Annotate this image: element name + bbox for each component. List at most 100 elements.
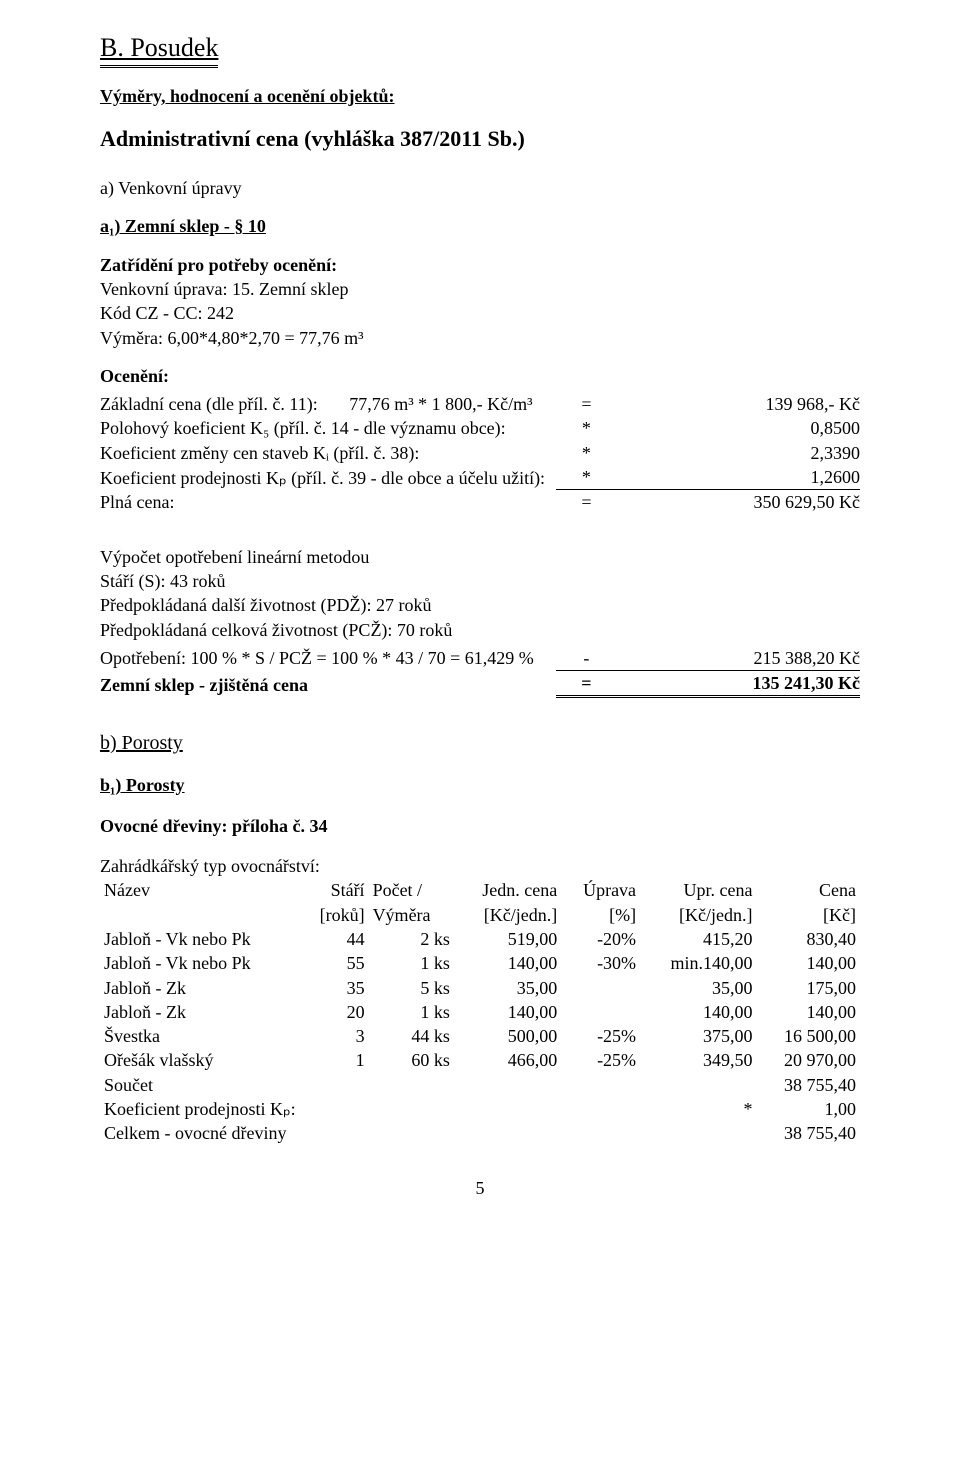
soucet-val: 38 755,40 bbox=[756, 1073, 860, 1097]
calc-val: 139 968,- Kč bbox=[617, 392, 860, 416]
cell-stari: 3 bbox=[300, 1024, 369, 1048]
th-cena2: [Kč] bbox=[756, 903, 860, 927]
cell-uprava: -20% bbox=[561, 927, 640, 951]
table-row-celkem: Celkem - ovocné dřeviny 38 755,40 bbox=[100, 1121, 860, 1145]
table-row: Ořešák vlašský160 ks466,00-25%349,5020 9… bbox=[100, 1048, 860, 1072]
opot-line: Předpokládaná další životnost (PDŽ): 27 … bbox=[100, 593, 860, 617]
calc-val: 135 241,30 Kč bbox=[617, 671, 860, 697]
cell-nazev: Jabloň - Zk bbox=[100, 1000, 300, 1024]
calc-row-final: Zemní sklep - zjištěná cena = 135 241,30… bbox=[100, 671, 860, 697]
calc-row: Koeficient prodejnosti Kₚ (příl. č. 39 -… bbox=[100, 465, 860, 490]
th-cena: Cena bbox=[756, 878, 860, 902]
cell-nazev: Ořešák vlašský bbox=[100, 1048, 300, 1072]
cell-uprava bbox=[561, 1000, 640, 1024]
th-jedn2: [Kč/jedn.] bbox=[454, 903, 561, 927]
opot-line: Předpokládaná celková životnost (PCŽ): 7… bbox=[100, 618, 860, 642]
a-label: a) Venkovní úpravy bbox=[100, 176, 860, 200]
cell-cena: 175,00 bbox=[756, 976, 860, 1000]
koef-val: 1,00 bbox=[756, 1097, 860, 1121]
cell-pocet: 2 ks bbox=[369, 927, 454, 951]
koef-op: * bbox=[640, 1097, 756, 1121]
cell-cena: 140,00 bbox=[756, 951, 860, 975]
calc-row: Opotřebení: 100 % * S / PCŽ = 100 % * 43… bbox=[100, 646, 860, 671]
cell-uprava bbox=[561, 976, 640, 1000]
cell-stari: 20 bbox=[300, 1000, 369, 1024]
b1-label: b₁) Porosty bbox=[100, 773, 860, 797]
cell-upr: 35,00 bbox=[640, 976, 756, 1000]
cell-cena: 16 500,00 bbox=[756, 1024, 860, 1048]
cell-pocet: 44 ks bbox=[369, 1024, 454, 1048]
cell-stari: 35 bbox=[300, 976, 369, 1000]
th-stari: Stáří bbox=[300, 878, 369, 902]
vymera-line: Výměra: 6,00*4,80*2,70 = 77,76 m³ bbox=[100, 326, 860, 350]
cell-pocet: 5 ks bbox=[369, 976, 454, 1000]
section-title: B. Posudek bbox=[100, 30, 218, 68]
cell-pocet: 60 ks bbox=[369, 1048, 454, 1072]
calc-row: Polohový koeficient K₅ (příl. č. 14 - dl… bbox=[100, 416, 860, 440]
celkem-val: 38 755,40 bbox=[756, 1121, 860, 1145]
admin-heading: Administrativní cena (vyhláška 387/2011 … bbox=[100, 124, 860, 154]
cell-upr: min.140,00 bbox=[640, 951, 756, 975]
calc-op: * bbox=[556, 441, 617, 465]
calc-label: Plná cena: bbox=[100, 490, 556, 515]
cell-upr: 375,00 bbox=[640, 1024, 756, 1048]
calc-op: = bbox=[556, 671, 617, 697]
th-pocet2: Výměra bbox=[369, 903, 454, 927]
th-jedn: Jedn. cena bbox=[454, 878, 561, 902]
calc-label: Opotřebení: 100 % * S / PCŽ = 100 % * 43… bbox=[100, 646, 556, 671]
cell-stari: 1 bbox=[300, 1048, 369, 1072]
calc-op: * bbox=[556, 416, 617, 440]
kod-line: Kód CZ - CC: 242 bbox=[100, 301, 860, 325]
cell-pocet: 1 ks bbox=[369, 1000, 454, 1024]
cell-pocet: 1 ks bbox=[369, 951, 454, 975]
koef-label: Koeficient prodejnosti Kₚ: bbox=[100, 1097, 640, 1121]
calc-row: Koeficient změny cen staveb Kᵢ (příl. č.… bbox=[100, 441, 860, 465]
calc-op: = bbox=[556, 490, 617, 515]
th-pocet: Počet / bbox=[369, 878, 454, 902]
calc-label: Základní cena (dle příl. č. 11): bbox=[100, 394, 318, 414]
calc-op: * bbox=[556, 465, 617, 490]
opot-line: Stáří (S): 43 roků bbox=[100, 569, 860, 593]
th-upr: Upr. cena bbox=[640, 878, 756, 902]
th-uprava: Úprava bbox=[561, 878, 640, 902]
table-header-row: Název Stáří Počet / Jedn. cena Úprava Up… bbox=[100, 878, 860, 902]
calc-val: 350 629,50 Kč bbox=[617, 490, 860, 515]
table-row: Jabloň - Zk201 ks140,00140,00140,00 bbox=[100, 1000, 860, 1024]
cell-jedn: 35,00 bbox=[454, 976, 561, 1000]
table-row-soucet: Součet 38 755,40 bbox=[100, 1073, 860, 1097]
calc-op: - bbox=[556, 646, 617, 671]
cell-stari: 44 bbox=[300, 927, 369, 951]
a1-label: a₁) Zemní sklep - § 10 bbox=[100, 214, 860, 238]
cell-uprava: -25% bbox=[561, 1024, 640, 1048]
celkem-label: Celkem - ovocné dřeviny bbox=[100, 1121, 756, 1145]
cell-upr: 140,00 bbox=[640, 1000, 756, 1024]
zahrad-line: Zahrádkářský typ ovocnářství: bbox=[100, 854, 860, 878]
dreviny-table: Název Stáří Počet / Jedn. cena Úprava Up… bbox=[100, 878, 860, 1145]
cell-jedn: 140,00 bbox=[454, 951, 561, 975]
cell-cena: 830,40 bbox=[756, 927, 860, 951]
th-uprava2: [%] bbox=[561, 903, 640, 927]
opot-heading: Výpočet opotřebení lineární metodou bbox=[100, 545, 860, 569]
cell-jedn: 466,00 bbox=[454, 1048, 561, 1072]
ovocne-heading: Ovocné dřeviny: příloha č. 34 bbox=[100, 814, 860, 838]
calc-val: 0,8500 bbox=[617, 416, 860, 440]
cell-upr: 415,20 bbox=[640, 927, 756, 951]
opot-table: Opotřebení: 100 % * S / PCŽ = 100 % * 43… bbox=[100, 646, 860, 699]
table-header-row: [roků] Výměra [Kč/jedn.] [%] [Kč/jedn.] … bbox=[100, 903, 860, 927]
calc-row: Plná cena: = 350 629,50 Kč bbox=[100, 490, 860, 515]
calc-val: 1,2600 bbox=[617, 465, 860, 490]
cell-nazev: Jabloň - Zk bbox=[100, 976, 300, 1000]
cell-jedn: 140,00 bbox=[454, 1000, 561, 1024]
calc-table: Základní cena (dle příl. č. 11): 77,76 m… bbox=[100, 392, 860, 514]
table-row-koef: Koeficient prodejnosti Kₚ: * 1,00 bbox=[100, 1097, 860, 1121]
calc-label: Polohový koeficient K₅ (příl. č. 14 - dl… bbox=[100, 416, 556, 440]
venkovni-line: Venkovní úprava: 15. Zemní sklep bbox=[100, 277, 860, 301]
soucet-label: Součet bbox=[100, 1073, 756, 1097]
calc-op: = bbox=[556, 392, 617, 416]
cell-nazev: Jabloň - Vk nebo Pk bbox=[100, 927, 300, 951]
th-nazev: Název bbox=[100, 878, 300, 902]
calc-label: Koeficient prodejnosti Kₚ (příl. č. 39 -… bbox=[100, 465, 556, 490]
sub-heading: Výměry, hodnocení a ocenění objektů: bbox=[100, 84, 860, 108]
calc-label-extra: 77,76 m³ * 1 800,- Kč/m³ bbox=[349, 394, 532, 414]
th-stari2: [roků] bbox=[300, 903, 369, 927]
